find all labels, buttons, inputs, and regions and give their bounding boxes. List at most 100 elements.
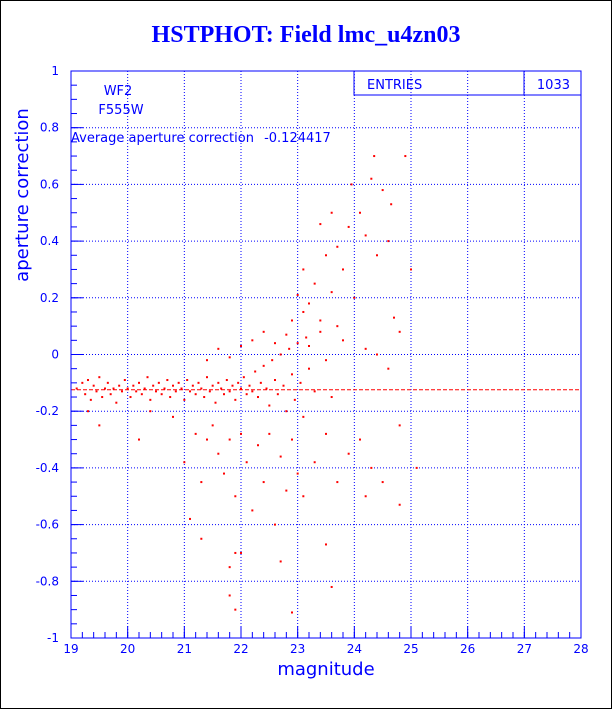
y-tick-label: -0.6: [36, 518, 59, 532]
average-annotation-value: -0.124417: [264, 131, 331, 146]
data-point: [186, 379, 189, 382]
data-point: [319, 319, 322, 322]
data-point: [228, 390, 231, 393]
data-point: [84, 393, 87, 396]
data-point: [245, 461, 248, 464]
data-point: [398, 503, 401, 506]
data-point: [308, 367, 310, 370]
data-point: [155, 390, 157, 393]
data-point: [279, 455, 282, 458]
data-point: [251, 509, 254, 512]
data-point: [308, 344, 310, 347]
data-point: [118, 384, 121, 387]
y-tick-labels: 1 0.8 0.6 0.4 0.2 0 -0.2 -0.4 -0.6 -0.8 -1: [36, 64, 59, 645]
data-point: [208, 390, 211, 393]
data-point: [126, 387, 129, 390]
data-point: [146, 376, 149, 379]
data-point: [370, 466, 373, 469]
data-point: [223, 393, 225, 396]
y-tick-label: 0.2: [40, 291, 59, 305]
data-point: [265, 387, 268, 390]
data-point: [274, 342, 276, 345]
data-point: [288, 347, 291, 350]
y-tick-label: 0: [51, 348, 59, 362]
x-tick-label: 21: [177, 642, 192, 656]
data-point: [325, 359, 327, 362]
data-point: [172, 384, 174, 387]
data-point: [177, 381, 180, 384]
data-point: [98, 424, 101, 427]
x-tick-label: 27: [517, 642, 532, 656]
data-point: [347, 452, 350, 455]
data-point: [245, 393, 248, 396]
data-point: [240, 432, 242, 435]
data-point: [160, 393, 163, 396]
data-point: [330, 396, 333, 399]
data-point: [257, 396, 259, 399]
data-point: [302, 268, 305, 271]
data-point: [308, 302, 310, 305]
data-point: [274, 523, 276, 526]
data-point: [75, 387, 78, 390]
y-tick-label: -0.2: [36, 404, 59, 418]
data-point: [206, 438, 208, 441]
data-point: [228, 566, 231, 569]
data-point: [259, 381, 262, 384]
y-tick-label: 1: [51, 64, 59, 78]
data-point: [285, 410, 288, 413]
data-point: [169, 396, 172, 399]
data-point: [302, 415, 305, 418]
data-point: [325, 432, 327, 435]
data-point: [163, 387, 166, 390]
data-point: [364, 495, 367, 498]
data-point: [271, 359, 274, 362]
data-point: [376, 254, 378, 257]
data-point: [228, 594, 231, 597]
data-point: [183, 461, 186, 464]
data-point: [189, 390, 191, 393]
data-point: [325, 254, 327, 257]
data-point: [200, 481, 203, 484]
data-point: [143, 387, 146, 390]
data-point: [217, 381, 220, 384]
data-point: [223, 472, 225, 475]
data-point: [330, 211, 333, 214]
x-tick-label: 22: [233, 642, 248, 656]
data-point: [92, 384, 95, 387]
x-tick-label: 24: [347, 642, 362, 656]
data-point: [248, 384, 251, 387]
data-point: [390, 203, 393, 206]
data-point: [183, 398, 186, 401]
data-point: [296, 472, 299, 475]
data-point: [268, 404, 271, 407]
data-point: [112, 387, 115, 390]
data-point: [398, 424, 401, 427]
data-point: [149, 398, 152, 401]
y-tick-label: 0.4: [40, 234, 59, 248]
data-point: [254, 370, 257, 373]
data-point: [415, 466, 418, 469]
data-point: [291, 611, 293, 614]
data-point: [268, 432, 271, 435]
data-point: [129, 396, 132, 399]
data-points: [75, 155, 418, 614]
data-point: [347, 225, 350, 228]
data-point: [174, 390, 177, 393]
data-point: [387, 367, 390, 370]
data-point: [211, 424, 214, 427]
data-point: [285, 333, 288, 336]
data-point: [225, 379, 228, 382]
x-tick-labels: 19 20 21 22 23 24 25 26 27 28: [63, 642, 588, 656]
data-point: [296, 342, 299, 345]
data-point: [234, 551, 237, 554]
data-point: [276, 393, 279, 396]
data-point: [325, 543, 327, 546]
data-point: [115, 401, 118, 404]
data-point: [203, 396, 206, 399]
data-point: [152, 384, 155, 387]
data-point: [291, 319, 293, 322]
data-point: [211, 384, 214, 387]
data-point: [330, 291, 333, 294]
data-point: [206, 376, 208, 379]
